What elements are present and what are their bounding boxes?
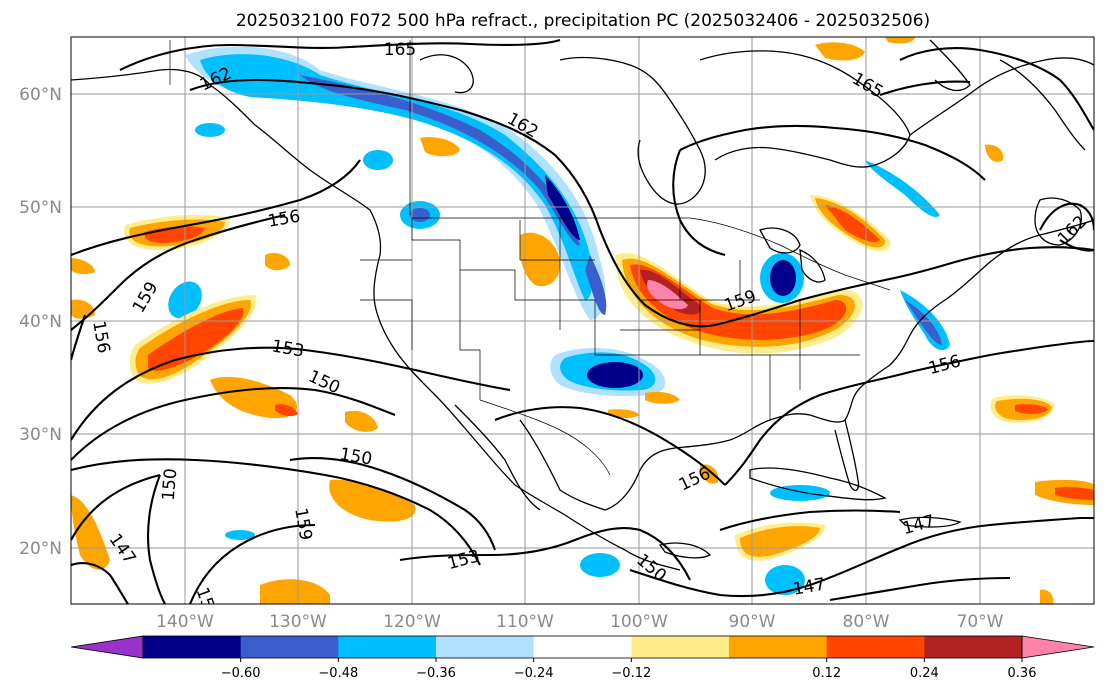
contour-label: 150 xyxy=(159,468,182,502)
colorbar-extend-low xyxy=(70,635,144,659)
lon-label: 80°W xyxy=(843,612,890,632)
colorbar-tick-label: −0.36 xyxy=(416,666,456,681)
map-frame xyxy=(70,36,1095,605)
negative-anomaly-band-north-tail xyxy=(585,255,607,315)
colorbar-swatch xyxy=(924,636,1023,658)
longitude-labels: 140°W 130°W 120°W 110°W 100°W 90°W 80°W … xyxy=(156,612,1004,632)
colorbar-swatch xyxy=(826,636,925,658)
shading-layer xyxy=(71,37,1094,604)
political-borders xyxy=(169,40,891,476)
lon-label: 120°W xyxy=(383,612,441,632)
lon-label: 110°W xyxy=(496,612,554,632)
lat-label: 50°N xyxy=(19,198,62,218)
contour-label: 15 xyxy=(192,585,218,612)
lat-label: 40°N xyxy=(19,312,62,332)
colorbar-tick-label: 0.12 xyxy=(812,666,841,681)
contour-label: 165 xyxy=(384,40,416,60)
lon-label: 100°W xyxy=(610,612,668,632)
lon-label: 70°W xyxy=(957,612,1004,632)
colorbar-extend-high xyxy=(1021,635,1095,659)
colorbar-tick-label: −0.12 xyxy=(611,666,651,681)
map-area: 165 162 165 162 156 159 156 153 150 159 … xyxy=(71,37,1094,612)
colorbar-swatch xyxy=(338,636,437,658)
lon-label: 130°W xyxy=(269,612,327,632)
lat-label: 20°N xyxy=(19,539,62,559)
colorbar-tick-label: −0.48 xyxy=(318,666,358,681)
colorbar-tick-label: −0.24 xyxy=(514,666,554,681)
coastlines xyxy=(71,39,1094,571)
colorbar-swatch xyxy=(436,636,535,658)
lat-label: 30°N xyxy=(19,425,62,445)
colorbar-tick-label: 0.24 xyxy=(910,666,939,681)
positive-anomaly-peak xyxy=(647,280,688,310)
lon-label: 90°W xyxy=(729,612,776,632)
map-title: 2025032100 F072 500 hPa refract., precip… xyxy=(236,11,930,31)
colorbar-tick-label: 0.36 xyxy=(1008,666,1037,681)
colorbar-swatch xyxy=(143,636,242,658)
latitude-labels: 60°N 50°N 40°N 30°N 20°N xyxy=(19,85,62,559)
colorbar-swatch xyxy=(240,636,339,658)
colorbar-swatch xyxy=(533,636,632,658)
colorbar-tick-label: −0.60 xyxy=(221,666,261,681)
colorbar: −0.60−0.48−0.36−0.24−0.120.120.240.360.4… xyxy=(70,635,1095,681)
colorbar-swatch xyxy=(631,636,730,658)
lon-label: 140°W xyxy=(156,612,214,632)
colorbar-swatch xyxy=(729,636,828,658)
lat-label: 60°N xyxy=(19,85,62,105)
refractivity-contours xyxy=(71,39,1094,604)
